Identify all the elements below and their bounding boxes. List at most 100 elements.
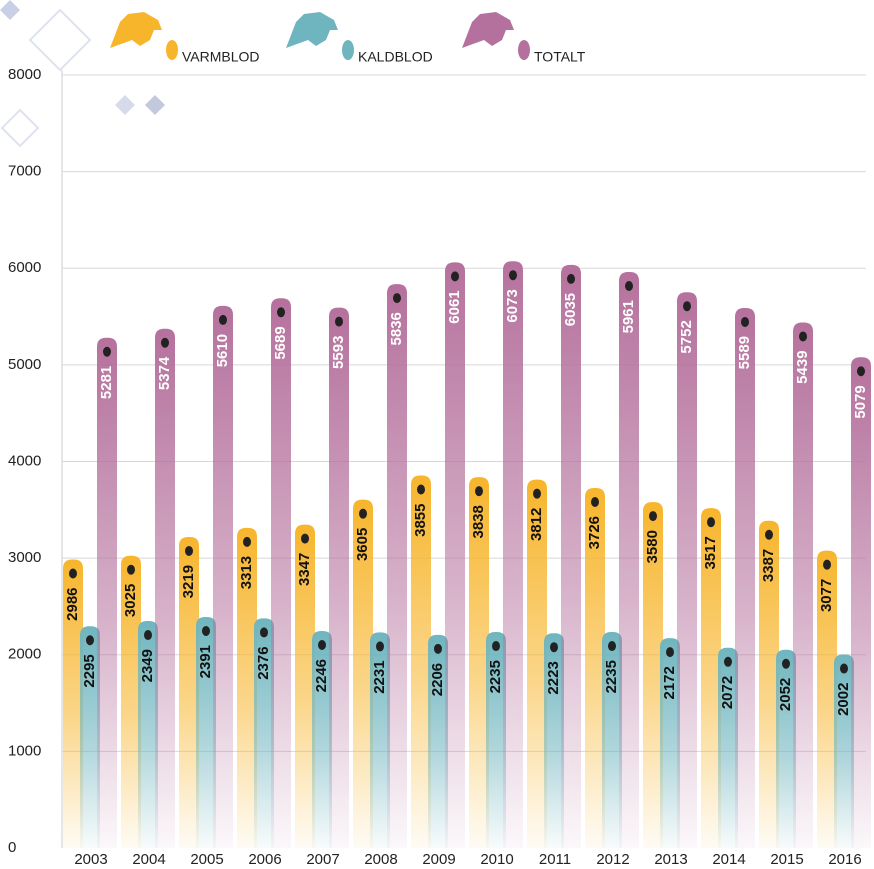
bar-icon <box>69 568 77 578</box>
value-label: 3219 <box>180 565 197 598</box>
bar-icon <box>127 565 135 575</box>
value-label: 2235 <box>603 660 620 693</box>
bar-icon <box>376 641 384 651</box>
x-tick-label: 2011 <box>539 851 571 868</box>
value-label: 2246 <box>313 659 330 692</box>
value-label: 3580 <box>644 530 661 563</box>
bar-icon <box>724 657 732 667</box>
y-tick-label: 6000 <box>8 259 41 276</box>
value-label: 3838 <box>470 505 487 538</box>
bar-icon <box>451 271 459 281</box>
bar-icon <box>857 366 865 376</box>
x-tick-label: 2016 <box>828 851 861 868</box>
bar-icon <box>393 293 401 303</box>
x-tick-label: 2010 <box>480 851 513 868</box>
bar-icon <box>666 647 674 657</box>
value-label: 5836 <box>388 312 405 345</box>
x-tick-label: 2006 <box>248 851 281 868</box>
bar-icon <box>741 317 749 327</box>
bar-icon <box>161 338 169 348</box>
chart: 0100020003000400050006000700080002003298… <box>0 0 874 869</box>
value-label: 5961 <box>620 300 637 333</box>
bar-icon <box>219 315 227 325</box>
bar-icon <box>301 534 309 544</box>
value-label: 6035 <box>562 293 579 326</box>
value-label: 2295 <box>81 654 98 687</box>
value-label: 3313 <box>238 556 255 589</box>
value-label: 5281 <box>98 366 115 399</box>
value-label: 2349 <box>139 649 156 682</box>
bar-icon <box>799 331 807 341</box>
bar-icon <box>318 640 326 650</box>
bar <box>503 261 523 848</box>
bar-icon <box>683 301 691 311</box>
value-label: 2235 <box>487 660 504 693</box>
x-tick-label: 2007 <box>306 851 339 868</box>
y-tick-label: 1000 <box>8 742 41 759</box>
y-tick-label: 5000 <box>8 356 41 373</box>
value-label: 5374 <box>156 356 173 390</box>
bar-icon <box>260 627 268 637</box>
x-tick-label: 2004 <box>132 851 165 868</box>
value-label: 5589 <box>736 336 753 369</box>
x-tick-label: 2012 <box>596 851 629 868</box>
value-label: 3517 <box>702 536 719 569</box>
legend-label: KALDBLOD <box>358 49 433 65</box>
bar-icon <box>840 664 848 674</box>
bar-icon <box>625 281 633 291</box>
bar-icon <box>335 317 343 327</box>
bar-icon <box>243 537 251 547</box>
bar <box>213 306 233 848</box>
value-label: 5689 <box>272 326 289 359</box>
legend-label: TOTALT <box>534 49 586 65</box>
bar-icon <box>550 642 558 652</box>
value-label: 2172 <box>661 666 678 699</box>
bar-icon <box>185 546 193 556</box>
value-label: 3347 <box>296 553 313 586</box>
legend-wheel <box>342 40 354 60</box>
value-label: 3812 <box>528 508 545 541</box>
bar-icon <box>649 511 657 521</box>
legend-wheel <box>166 40 178 60</box>
legend-wheel <box>518 40 530 60</box>
x-tick-label: 2013 <box>654 851 687 868</box>
x-tick-label: 2015 <box>770 851 803 868</box>
bar-icon <box>359 509 367 519</box>
value-label: 5079 <box>852 385 869 418</box>
value-label: 2206 <box>429 663 446 696</box>
value-label: 2223 <box>545 661 562 694</box>
legend-icon <box>462 12 514 48</box>
bar-icon <box>765 530 773 540</box>
value-label: 2052 <box>777 678 794 711</box>
y-tick-label: 2000 <box>8 646 41 663</box>
value-label: 6073 <box>504 289 521 322</box>
bar-icon <box>475 486 483 496</box>
value-label: 6061 <box>446 290 463 323</box>
bar-icon <box>417 485 425 495</box>
value-label: 3605 <box>354 528 371 561</box>
bar-icon <box>509 270 517 280</box>
value-label: 2391 <box>197 645 214 678</box>
bar-icon <box>86 635 94 645</box>
bar-icon <box>533 489 541 499</box>
x-tick-label: 2003 <box>74 851 107 868</box>
bar-icon <box>492 641 500 651</box>
bar-icon <box>823 560 831 570</box>
bar-icon <box>202 626 210 636</box>
y-tick-label: 7000 <box>8 163 41 180</box>
bar <box>271 298 291 848</box>
bar-icon <box>277 307 285 317</box>
bar-icon <box>144 630 152 640</box>
value-label: 5752 <box>678 320 695 353</box>
bar-icon <box>591 497 599 507</box>
bar-icon <box>434 644 442 654</box>
value-label: 5610 <box>214 334 231 367</box>
value-label: 3025 <box>122 584 139 617</box>
legend-icon <box>110 12 162 48</box>
bar <box>677 292 697 848</box>
value-label: 2231 <box>371 660 388 693</box>
y-tick-label: 3000 <box>8 549 41 566</box>
legend-label: VARMBLOD <box>182 49 260 65</box>
bar-icon <box>103 347 111 357</box>
y-tick-label: 8000 <box>8 66 41 83</box>
